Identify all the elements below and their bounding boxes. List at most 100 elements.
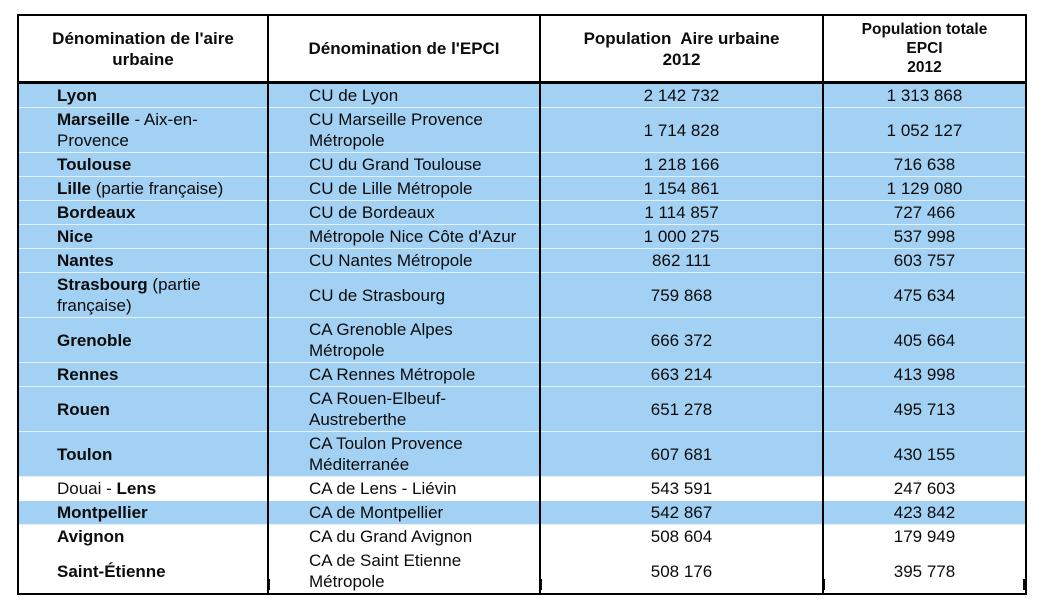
aire-urbaine-cell: Grenoble (18, 317, 268, 363)
aire-name: Strasbourg (57, 275, 148, 294)
population-table: Dénomination de l'aire urbaine Dénominat… (17, 14, 1027, 595)
aire-name: Lyon (57, 86, 97, 105)
aire-urbaine-cell: Avignon (18, 524, 268, 549)
aire-name-prefix: Douai - (57, 479, 117, 498)
population-aire-cell: 862 111 (539, 248, 823, 273)
aire-urbaine-cell: Montpellier (18, 500, 268, 525)
aire-urbaine-cell: Bordeaux (18, 200, 268, 225)
epci-cell: CA du Grand Avignon (267, 524, 540, 549)
population-epci-cell: 1 129 080 (822, 176, 1026, 201)
table-row: Nice Métropole Nice Côte d'Azur 1 000 275 5… (18, 224, 1026, 249)
aire-name: Bordeaux (57, 203, 136, 222)
population-epci-cell: 716 638 (822, 152, 1026, 177)
population-aire-cell: 1 000 275 (539, 224, 823, 249)
population-aire-cell: 651 278 (539, 386, 823, 432)
table-row: Lille (partie française) CU de Lille Métr… (18, 176, 1026, 201)
aire-name: Nice (57, 227, 93, 246)
population-aire-cell: 543 591 (539, 476, 823, 501)
header-population-aire-urbaine: Population Aire urbaine 2012 (539, 15, 823, 84)
aire-urbaine-cell: Rouen (18, 386, 268, 432)
header-population-totale-epci: Population totale EPCI 2012 (822, 15, 1026, 84)
table-row: Avignon CA du Grand Avignon 508 604 179 949 (18, 524, 1026, 549)
table-row: Saint-Étienne CA de Saint Etienne Métropo… (18, 548, 1026, 594)
aire-urbaine-cell: Lille (partie française) (18, 176, 268, 201)
border-stub-col3 (823, 579, 825, 590)
table-row: Toulon CA Toulon Provence Méditerranée 607… (18, 431, 1026, 477)
aire-name: Lille (57, 179, 92, 198)
population-aire-cell: 1 114 857 (539, 200, 823, 225)
population-aire-cell: 663 214 (539, 362, 823, 387)
aire-urbaine-cell: Lyon (18, 82, 268, 108)
table-row: Grenoble CA Grenoble Alpes Métropole 666 3… (18, 317, 1026, 363)
header-row: Dénomination de l'aire urbaine Dénominat… (18, 15, 1026, 84)
epci-cell: CA de Montpellier (267, 500, 540, 525)
aire-name: Toulouse (57, 155, 132, 174)
aire-name-suffix: - Aix-en- Provence (57, 110, 198, 150)
population-epci-cell: 395 778 (822, 548, 1026, 594)
table-row: Bordeaux CU de Bordeaux 1 114 857 727 466 (18, 200, 1026, 225)
epci-cell: CA Rouen-Elbeuf- Austreberthe (267, 386, 540, 432)
population-aire-cell: 508 604 (539, 524, 823, 549)
aire-name-suffix: (partie française) (57, 275, 201, 315)
epci-cell: CA Rennes Métropole (267, 362, 540, 387)
aire-name: Montpellier (57, 503, 148, 522)
table-row: Rennes CA Rennes Métropole 663 214 413 998 (18, 362, 1026, 387)
aire-name: Grenoble (57, 330, 132, 350)
population-epci-cell: 423 842 (822, 500, 1026, 525)
aire-urbaine-cell: Nice (18, 224, 268, 249)
population-epci-cell: 413 998 (822, 362, 1026, 387)
population-aire-cell: 1 714 828 (539, 107, 823, 153)
aire-name: Rennes (57, 365, 119, 384)
epci-cell: CA Grenoble Alpes Métropole (267, 317, 540, 363)
population-epci-cell: 727 466 (822, 200, 1026, 225)
table-body: Lyon CU de Lyon 2 142 732 1 313 868 Marseill… (18, 82, 1026, 594)
population-aire-cell: 2 142 732 (539, 82, 823, 108)
epci-cell: CA Toulon Provence Méditerranée (267, 431, 540, 477)
epci-cell: CU du Grand Toulouse (267, 152, 540, 177)
aire-name: Marseille (57, 110, 130, 129)
aire-name: Lens (116, 479, 157, 498)
epci-cell: CU de Lyon (267, 82, 540, 108)
population-epci-cell: 495 713 (822, 386, 1026, 432)
population-epci-cell: 405 664 (822, 317, 1026, 363)
epci-cell: CA de Lens - Liévin (267, 476, 540, 501)
aire-urbaine-cell: Saint-Étienne (18, 548, 268, 594)
table-row: Marseille - Aix-en- Provence CU Marseille… (18, 107, 1026, 153)
border-stub-col1 (268, 579, 270, 590)
border-stub-right (1023, 579, 1025, 590)
epci-cell: CA de Saint Etienne Métropole (267, 548, 540, 594)
table-row: Rouen CA Rouen-Elbeuf- Austreberthe 651 27… (18, 386, 1026, 432)
epci-cell: CU de Lille Métropole (267, 176, 540, 201)
population-epci-cell: 179 949 (822, 524, 1026, 549)
border-stub-left (17, 579, 19, 590)
aire-name: Avignon (57, 527, 125, 546)
aire-urbaine-cell: Toulouse (18, 152, 268, 177)
aire-urbaine-cell: Douai - Lens (18, 476, 268, 501)
population-aire-cell: 759 868 (539, 272, 823, 318)
aire-urbaine-cell: Nantes (18, 248, 268, 273)
aire-name: Rouen (57, 399, 110, 419)
aire-urbaine-cell: Marseille - Aix-en- Provence (18, 107, 268, 153)
aire-urbaine-cell: Rennes (18, 362, 268, 387)
population-aire-cell: 508 176 (539, 548, 823, 594)
header-aire-urbaine: Dénomination de l'aire urbaine (18, 15, 268, 84)
population-aire-cell: 1 218 166 (539, 152, 823, 177)
population-epci-cell: 537 998 (822, 224, 1026, 249)
table-header: Dénomination de l'aire urbaine Dénominat… (18, 15, 1026, 84)
population-epci-cell: 247 603 (822, 476, 1026, 501)
epci-cell: CU Marseille Provence Métropole (267, 107, 540, 153)
aire-urbaine-cell: Toulon (18, 431, 268, 477)
aire-name: Saint-Étienne (57, 561, 166, 581)
epci-cell: CU Nantes Métropole (267, 248, 540, 273)
header-epci: Dénomination de l'EPCI (267, 15, 540, 84)
population-epci-cell: 1 052 127 (822, 107, 1026, 153)
population-epci-cell: 603 757 (822, 248, 1026, 273)
table-row: Strasbourg (partie française) CU de Stras… (18, 272, 1026, 318)
epci-cell: Métropole Nice Côte d'Azur (267, 224, 540, 249)
table-row: Lyon CU de Lyon 2 142 732 1 313 868 (18, 82, 1026, 108)
aire-name: Nantes (57, 251, 114, 270)
population-aire-cell: 542 867 (539, 500, 823, 525)
aire-name: Toulon (57, 444, 113, 464)
table-row: Douai - Lens CA de Lens - Liévin 543 591 24… (18, 476, 1026, 501)
